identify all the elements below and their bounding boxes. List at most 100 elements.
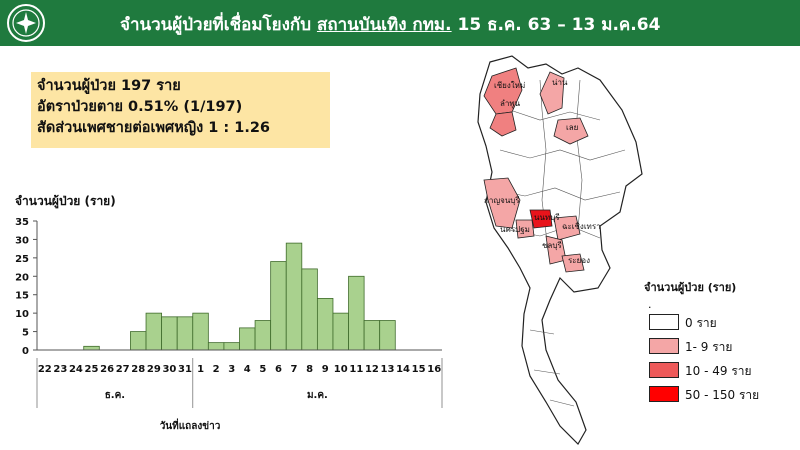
legend-item-3: 50 - 150 ราย [649,386,799,402]
bar [207,342,225,351]
x-tick-label: 22 [38,364,52,375]
x-tick-label: 29 [147,364,161,375]
legend-swatch-2 [649,362,679,378]
bar [83,345,100,351]
legend-title: จำนวนผู้ป่วย (ราย) [644,281,737,294]
province-rayong [561,253,585,273]
x-tick-label: 14 [396,364,410,375]
legend-label-1: 1- 9 ราย [685,340,733,354]
legend-label-3: 50 - 150 ราย [685,388,760,402]
province-nan [539,71,565,115]
map-label-rayong: ระยอง [568,256,590,265]
y-tick-label: 20 [15,272,29,283]
x-tick-label: 10 [334,364,348,375]
bar [270,261,287,351]
bar [316,298,334,351]
x-tick-label: 6 [275,364,282,375]
map-label-nakhonpathom: นครปฐม [500,225,530,234]
legend-label-0: 0 ราย [685,316,717,330]
x-tick-label: 9 [322,364,329,375]
x-tick-label: 26 [100,364,114,375]
bar [145,312,163,351]
province-chachoengsao [553,215,581,241]
y-tick-label: 35 [15,217,29,228]
y-axis-label: จำนวนผู้ป่วย (ราย) [15,194,116,209]
legend-item-1: 1- 9 ราย [649,338,799,354]
legend-swatch-0 [649,314,679,330]
summary-total-cases: จำนวนผู้ป่วย 197 ราย [37,78,181,94]
y-tick-label: 10 [15,309,29,320]
y-tick-label: 30 [15,235,29,246]
bar [301,268,318,351]
legend-item-2: 10 - 49 ราย [649,362,799,378]
bar [332,312,349,351]
summary-box: จำนวนผู้ป่วย 197 ราย อัตราป่วยตาย 0.51% … [31,72,330,148]
bar [348,275,365,351]
header-bar: จำนวนผู้ป่วยที่เชื่อมโยงกับ สถานบันเทิง … [0,0,800,46]
bar [223,342,240,351]
bar [239,327,256,351]
x-tick-label: 11 [349,364,363,375]
x-tick-label: 27 [116,364,130,375]
map-legend: จำนวนผู้ป่วย (ราย) . 0 ราย 1- 9 ราย 10 -… [644,278,794,402]
bar [363,320,381,351]
map-label-loei: เลย [566,123,578,132]
page-title: จำนวนผู้ป่วยที่เชื่อมโยงกับ สถานบันเทิง … [120,11,660,38]
summary-fatality-rate: อัตราป่วยตาย 0.51% (1/197) [37,99,243,115]
province-kanchanaburi [483,177,521,229]
x-axis: 22 23 24 25 26 27 28 29 30 31 1 2 3 4 5 6 7 8 9 10 11 12 13 14 1… [36,349,443,408]
legend-dot: . [648,298,652,311]
y-tick-label: 25 [15,254,29,265]
map-label-chachoengsao: ฉะเชิงเทรา [562,222,601,231]
x-tick-label: 24 [69,364,83,375]
legend-swatch-3 [649,386,679,402]
legend-label-2: 10 - 49 ราย [685,364,752,378]
y-tick-label: 0 [22,346,29,357]
x-tick-label: 16 [427,364,441,375]
map-label-nan: น่าน [552,78,568,87]
ministry-logo-icon [7,4,45,42]
thailand-map: เชียงใหม่ ลำพูน น่าน เลย กาญจนบุรี นนทบุ… [477,55,643,445]
legend-swatch-1 [649,338,679,354]
map-label-chiangmai: เชียงใหม่ [494,81,525,90]
summary-sex-ratio: สัดส่วนเพศชายต่อเพศหญิง 1 : 1.26 [37,120,271,136]
title-venue: สถานบันเทิง กทม. [316,15,452,35]
x-tick-label: 2 [213,364,220,375]
bar [254,320,272,351]
province-lamphun [489,111,517,137]
title-date-range: 15 ธ.ค. 63 – 13 ม.ค.64 [457,15,661,35]
x-tick-label: 7 [291,364,298,375]
x-tick-label: 13 [381,364,395,375]
x-axis-label: วันที่แถลงข่าว [160,418,221,432]
y-tick-label: 15 [15,291,29,302]
x-tick-label: 5 [259,364,266,375]
province-nakhonpathom [515,219,535,239]
province-loei [553,117,589,145]
x-tick-label: 8 [306,364,313,375]
x-tick-label: 23 [53,364,67,375]
y-tick-label: 5 [22,328,29,339]
month-label: ม.ค. [307,390,328,401]
bar [379,320,396,351]
bar [161,316,178,351]
x-tick-label: 12 [365,364,379,375]
map-label-nonthaburi: นนทบุรี [534,213,560,222]
x-tick-label: 28 [131,364,145,375]
map-label-lamphun: ลำพูน [500,99,521,109]
x-tick-label: 3 [228,364,235,375]
month-label: ธ.ค. [105,390,125,401]
title-prefix: จำนวนผู้ป่วยที่เชื่อมโยงกับ [120,15,312,35]
y-axis: 0 5 10 15 20 25 30 35 [15,217,38,357]
bar [285,242,303,351]
x-tick-label: 4 [244,364,251,375]
legend-item-0: 0 ราย [649,314,799,330]
x-tick-label: 30 [162,364,176,375]
map-label-chonburi: ชลบุรี [542,241,562,250]
bar [130,331,147,351]
x-tick-label: 25 [85,364,99,375]
x-tick-label: 1 [197,364,204,375]
bar [176,316,194,351]
province-nonthaburi [529,209,553,229]
map-label-kanchanaburi: กาญจนบุรี [484,196,520,205]
